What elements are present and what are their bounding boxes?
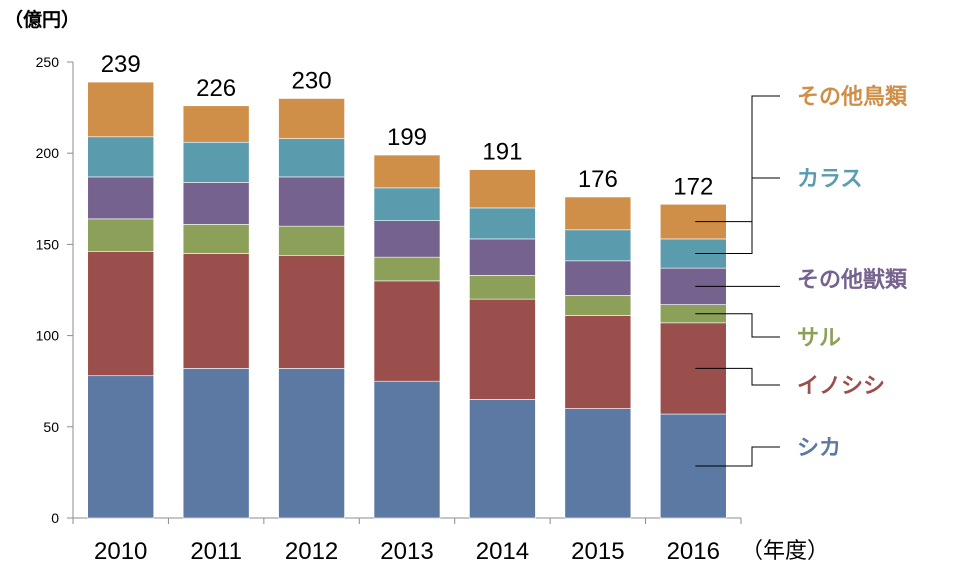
bar-total-label: 226 bbox=[196, 75, 236, 102]
bar-segment bbox=[182, 253, 250, 369]
y-tick-label: 0 bbox=[51, 510, 59, 526]
y-tick-label: 250 bbox=[36, 54, 60, 70]
legend-label: サル bbox=[797, 326, 841, 351]
y-tick-label: 50 bbox=[43, 419, 59, 435]
legend-leader-line bbox=[695, 95, 780, 223]
x-axis-unit-label: （年度） bbox=[741, 539, 829, 564]
bar-segment bbox=[469, 298, 536, 400]
y-tick-label: 150 bbox=[36, 236, 60, 252]
bar-segment bbox=[278, 176, 345, 227]
bar-segment bbox=[564, 229, 632, 262]
bar-segment bbox=[87, 136, 155, 178]
bar-segment bbox=[182, 368, 250, 519]
legend-leader-line bbox=[695, 367, 780, 386]
bar-total-label: 172 bbox=[673, 173, 713, 200]
bar-total-label: 230 bbox=[292, 67, 332, 94]
x-tick-label: 2014 bbox=[476, 538, 529, 565]
bar-segment bbox=[469, 399, 536, 519]
bar-segment bbox=[469, 238, 536, 276]
bar-segment bbox=[87, 81, 155, 138]
y-axis-unit-label: （億円） bbox=[4, 8, 80, 31]
bar-segment bbox=[373, 280, 441, 382]
bar-segment bbox=[564, 408, 632, 519]
bar-segment bbox=[278, 225, 345, 256]
bar-segment bbox=[564, 315, 632, 409]
legend-label: シカ bbox=[797, 436, 841, 461]
legend-leader-line bbox=[695, 313, 780, 338]
bar-segment bbox=[564, 196, 632, 231]
legend-label: カラス bbox=[797, 167, 863, 192]
bar-segment bbox=[182, 224, 250, 254]
bar-segment bbox=[87, 251, 155, 377]
bar-segment bbox=[87, 375, 155, 519]
y-tick-label: 100 bbox=[36, 328, 60, 344]
bar-total-label: 176 bbox=[578, 166, 618, 193]
x-tick-label: 2016 bbox=[667, 538, 720, 565]
legend-leader-line bbox=[695, 446, 780, 467]
bar-segment bbox=[564, 260, 632, 296]
legend-label: その他鳥類 bbox=[797, 84, 908, 110]
bar-segment bbox=[373, 154, 441, 189]
bar-segment bbox=[469, 207, 536, 240]
bar-segment bbox=[87, 176, 155, 220]
x-tick-label: 2013 bbox=[380, 538, 433, 565]
x-tick-label: 2012 bbox=[285, 538, 338, 565]
x-tick-label: 2011 bbox=[190, 538, 242, 565]
bar-segment bbox=[182, 105, 250, 143]
legend: シカ イノシシ サル その他獣類 カラス その他鳥類 bbox=[695, 84, 908, 467]
bar-segment bbox=[182, 141, 250, 183]
axes: 0 50 100 150 200 250 2010 2011 2012 2013 2014 2015 2… bbox=[36, 54, 742, 565]
bar-segment bbox=[278, 368, 345, 519]
legend-label: イノシシ bbox=[797, 374, 885, 399]
bar-segment bbox=[373, 187, 441, 221]
bar-segment bbox=[278, 98, 345, 139]
legend-label: その他獣類 bbox=[797, 267, 908, 293]
bar-segment bbox=[87, 218, 155, 252]
bar-segment bbox=[278, 138, 345, 178]
bar-segment bbox=[564, 295, 632, 316]
x-tick-label: 2010 bbox=[94, 538, 147, 565]
bar-segment bbox=[278, 255, 345, 369]
bar-total-label: 191 bbox=[482, 139, 522, 166]
bar-total-label: 239 bbox=[101, 51, 141, 78]
bar-segment bbox=[659, 238, 727, 269]
bar-segment bbox=[373, 220, 441, 258]
x-tick-label: 2015 bbox=[571, 538, 624, 565]
data-labels: 239 226 230 199 191 176 172 bbox=[101, 51, 714, 200]
bar-segment bbox=[373, 256, 441, 282]
bar-segment bbox=[182, 182, 250, 225]
bar-total-label: 199 bbox=[387, 124, 427, 151]
bar-segment bbox=[373, 380, 441, 519]
bar-segment bbox=[469, 275, 536, 300]
y-tick-label: 200 bbox=[36, 145, 60, 161]
bar-segment bbox=[469, 169, 536, 209]
